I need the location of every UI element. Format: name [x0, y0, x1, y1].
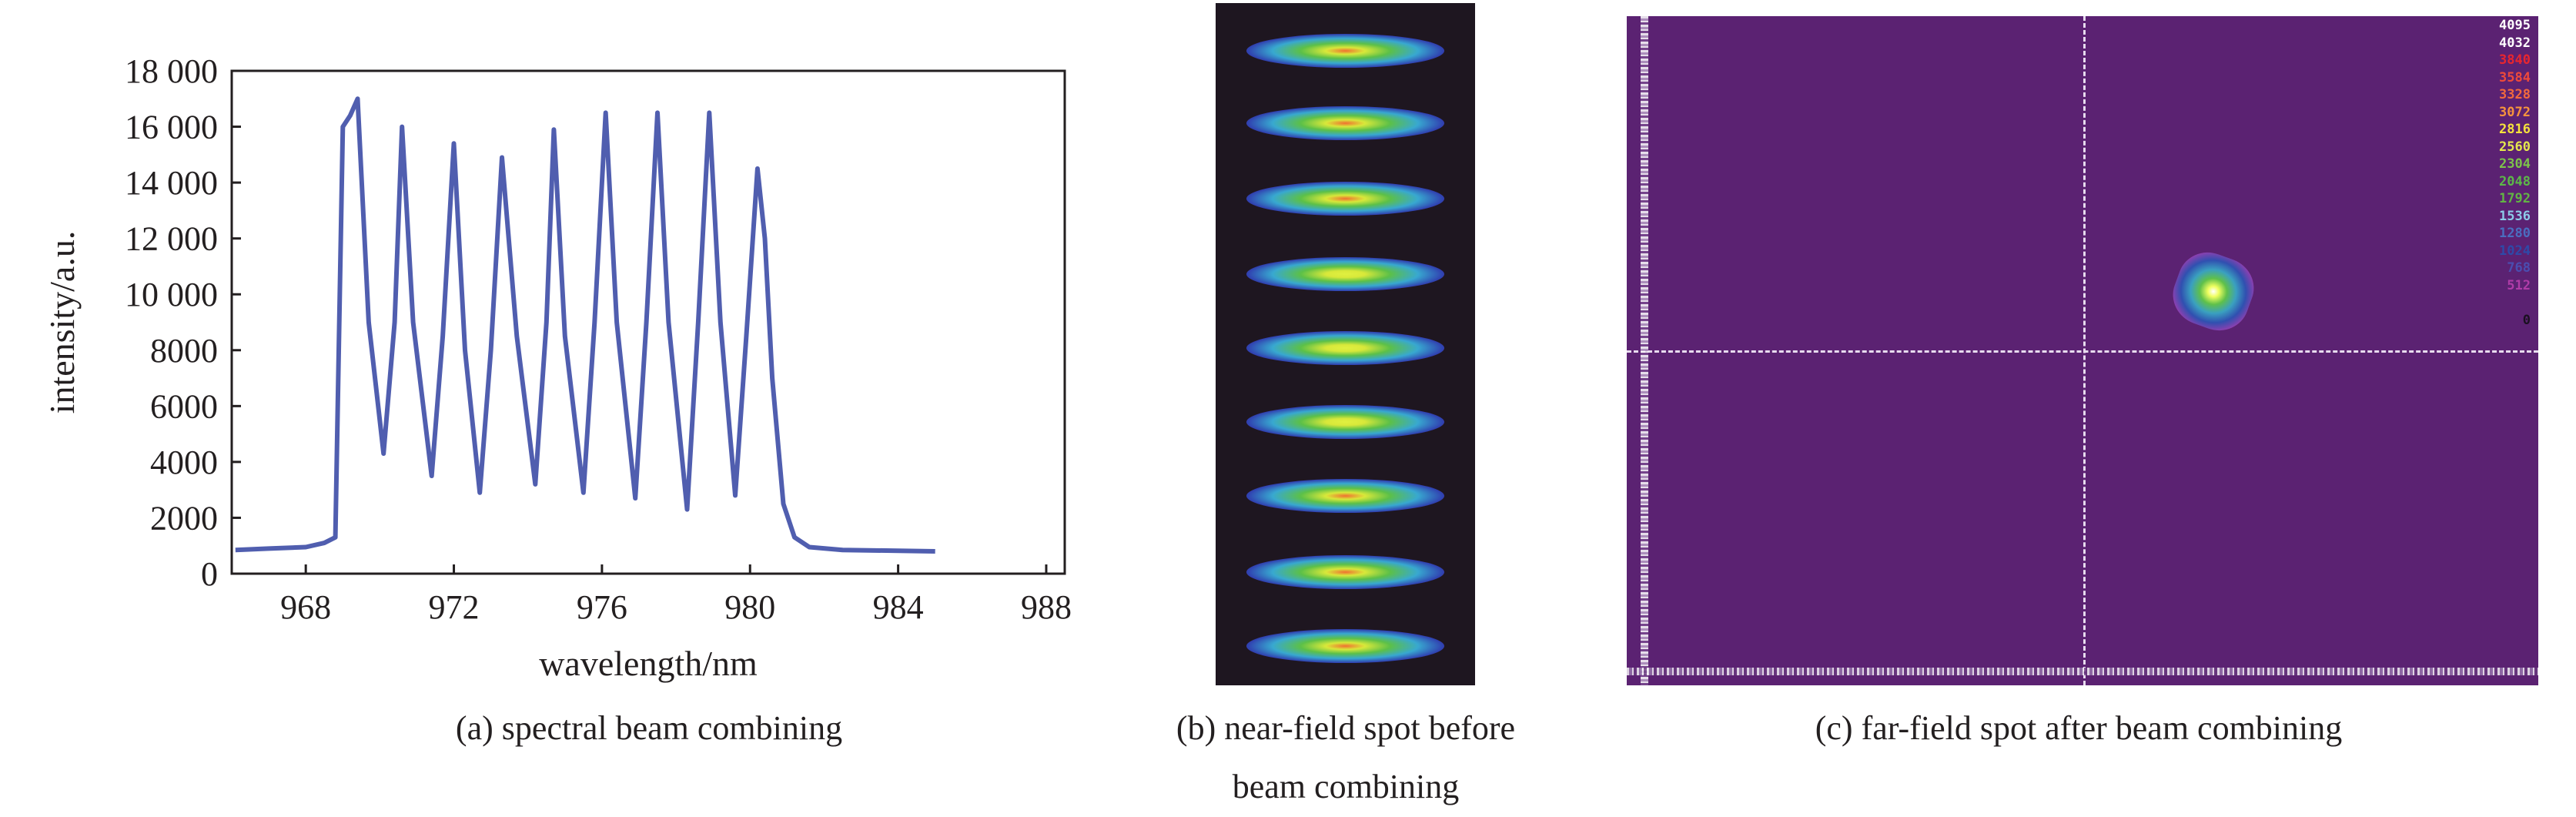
beam-spot — [2164, 243, 2263, 340]
near-field-spot — [1246, 106, 1444, 140]
colorbar-label: 4032 — [2499, 35, 2531, 51]
colorbar-label: 0 — [2522, 312, 2531, 328]
y-tick-label: 10 000 — [125, 276, 218, 313]
x-tick-label: 976 — [577, 588, 627, 626]
y-tick-label: 14 000 — [125, 164, 218, 202]
colorbar-label: 1536 — [2499, 208, 2531, 224]
near-field-spot — [1246, 257, 1444, 291]
x-tick-label: 988 — [1021, 588, 1072, 626]
x-tick-label: 980 — [724, 588, 775, 626]
colorbar-label: 4095 — [2499, 18, 2531, 33]
spectrum-chart: 0 2000 4000 6000 8000 10 000 12 000 14 000 16 00… — [42, 52, 1072, 683]
crosshair-horizontal — [1627, 350, 2538, 353]
colorbar-label: 768 — [2507, 260, 2531, 276]
near-field-spot — [1246, 629, 1444, 663]
colorbar-label: 3328 — [2499, 87, 2531, 102]
colorbar-label: 3840 — [2499, 52, 2531, 68]
y-tick-label: 4000 — [150, 444, 218, 481]
colorbar-label: 2560 — [2499, 139, 2531, 155]
y-tick-label: 8000 — [150, 332, 218, 370]
y-tick-label: 12 000 — [125, 220, 218, 258]
x-tick-label: 972 — [429, 588, 480, 626]
left-noise-edge — [1641, 16, 1648, 685]
x-tick-label: 984 — [873, 588, 924, 626]
y-tick-label: 6000 — [150, 387, 218, 425]
colorbar-label: 2816 — [2499, 122, 2531, 137]
near-field-spot — [1246, 405, 1444, 439]
colorbar-label: 2048 — [2499, 173, 2531, 189]
caption-b-line1: (b) near-field spot before — [1176, 709, 1516, 747]
near-field-spot — [1246, 555, 1444, 589]
colorbar-label: 3072 — [2499, 104, 2531, 120]
colorbar-label: 1280 — [2499, 226, 2531, 241]
y-tick-label: 0 — [201, 555, 218, 593]
y-tick-label: 2000 — [150, 499, 218, 537]
far-field-spot-image: 4095 4032 3840 3584 3328 3072 2816 2560 2304 2048… — [1627, 16, 2538, 685]
near-field-spot — [1246, 182, 1444, 216]
caption-c: (c) far-field spot after beam combining — [1815, 709, 2343, 747]
spectrum-line — [235, 96, 935, 554]
near-field-spot — [1246, 34, 1444, 68]
y-tick-label: 16 000 — [125, 109, 218, 146]
plot-frame — [230, 69, 1066, 575]
bottom-noise-edge — [1627, 668, 2538, 675]
colorbar-label: 1024 — [2499, 243, 2531, 259]
x-axis-label: wavelength/nm — [539, 644, 758, 683]
y-axis-label: intensity/a.u. — [42, 231, 82, 414]
y-tick-label: 18 000 — [125, 52, 218, 90]
x-tick-label: 968 — [280, 588, 331, 626]
near-field-spot — [1246, 479, 1444, 513]
colorbar-label: 512 — [2507, 277, 2531, 293]
near-field-spot — [1246, 331, 1444, 365]
colorbar-label: 2304 — [2499, 156, 2531, 172]
colorbar-label: 3584 — [2499, 69, 2531, 85]
caption-b-line2: beam combining — [1232, 768, 1460, 805]
near-field-spot-image — [1216, 3, 1475, 685]
caption-a: (a) spectral beam combining — [455, 709, 843, 747]
colorbar-label: 1792 — [2499, 191, 2531, 206]
